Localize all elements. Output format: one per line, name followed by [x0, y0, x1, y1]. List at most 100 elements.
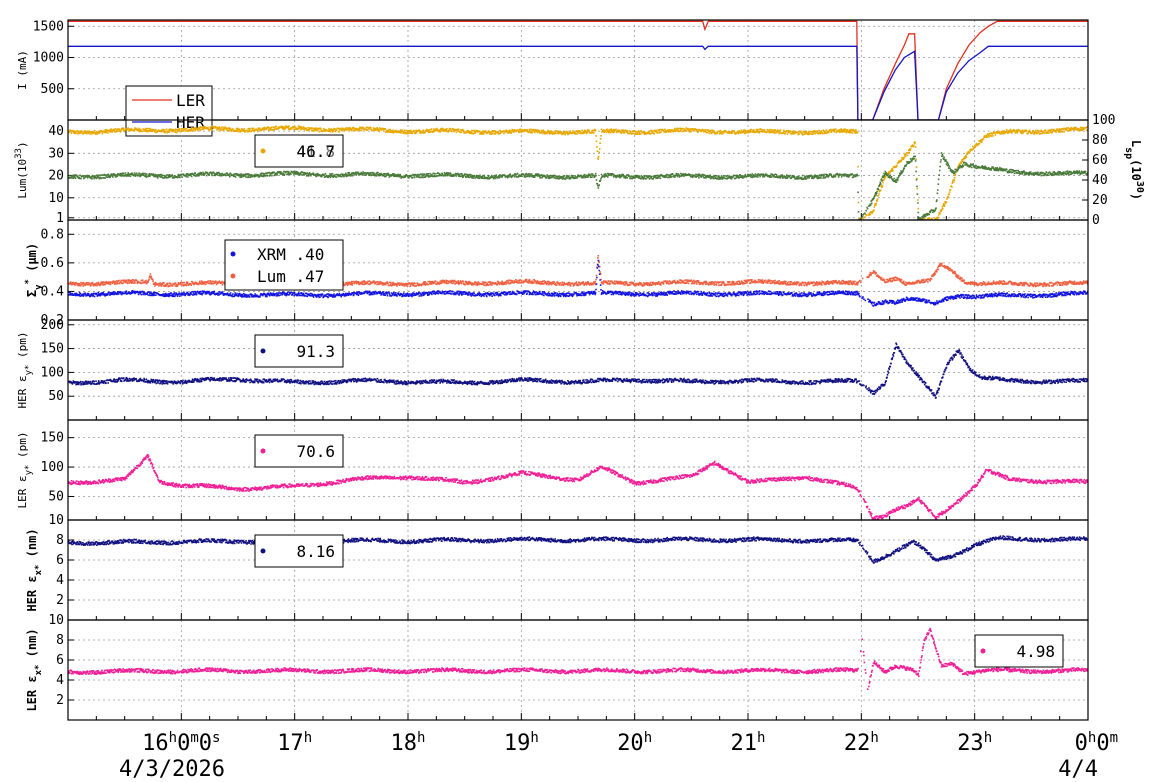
x-tick-hour: 23 [957, 731, 984, 756]
x-tick-hour: 20 [617, 731, 644, 756]
series-group [68, 342, 1088, 399]
y-tick-label: 0.4 [41, 284, 65, 299]
x-tick-min: 0 [177, 731, 190, 756]
right-label-sup: 30 [1135, 181, 1146, 193]
y-tick-label: 0.8 [41, 227, 64, 242]
series-points-XRM [68, 259, 1088, 307]
y-axis-label: Σy* (μm) [24, 243, 44, 297]
y-tick-label: 0.6 [41, 256, 64, 271]
legend-box [254, 534, 344, 568]
panel-her_ey: 50 100 150 200 HER εy* (pm) 91.3 [16, 318, 1089, 421]
y-label-main: Lum(10 [16, 159, 29, 199]
x-tick-sec-sup: s [212, 730, 220, 746]
y-tick-label: 150 [41, 342, 64, 357]
x-tick-hour: 16 [142, 731, 169, 756]
series-group [68, 535, 1088, 564]
x-tick-label-19: 19h [504, 730, 539, 756]
series-points-HER-ey [68, 342, 1088, 399]
series-points-LER-ey [68, 454, 1088, 520]
x-tick-hour-sup: h [1088, 730, 1096, 746]
legend-marker [980, 648, 986, 654]
x-tick-min-sup: m [1110, 730, 1118, 746]
y-tick-label: 8 [56, 633, 64, 648]
y-tick-label: 50 [48, 389, 64, 404]
y-label-tail: (pm) [16, 331, 29, 364]
x-tick-hour-sup: h [417, 730, 425, 746]
y-tick-label: 2 [56, 593, 64, 608]
panel-her_ex: 2 4 6 8 HER εx* (nm) 8.16 [25, 519, 1089, 621]
y-axis-label: I (mA) [16, 50, 29, 90]
panel-ler_ey: 10 50 100 150 LER εy* (pm) 70.6 [16, 419, 1089, 528]
date-left: 4/3/2026 [119, 757, 225, 782]
legend-value: 70.6 [296, 442, 335, 461]
panel-frame [67, 519, 1089, 621]
x-tick-label-23: 23h [957, 730, 992, 756]
y-axis-label: HER εx* (nm) [25, 528, 44, 611]
right-tick-label: 40 [1092, 173, 1108, 188]
y-tick-label: 500 [41, 82, 64, 97]
y-tick-label: 1500 [33, 19, 64, 34]
legend-label-Lum: Lum .47 [257, 267, 324, 286]
y-label-main: Σ [25, 290, 39, 297]
x-tick-hour: 18 [391, 731, 418, 756]
x-tick-hour: 0 [1075, 731, 1088, 756]
y-tick-label: 10 [48, 613, 64, 628]
series-group [68, 627, 1088, 690]
panel-frame [67, 419, 1089, 521]
legend-value: 8.16 [296, 542, 335, 561]
y-tick-label: 0.2 [41, 313, 64, 328]
series-points-Lum [68, 125, 1088, 220]
x-tick-label-18: 18h [391, 730, 426, 756]
series-group [68, 454, 1088, 520]
y-tick-label: 50 [48, 489, 64, 504]
y-axis-label: LER εx* (nm) [25, 628, 44, 711]
y-tick-label: 6 [56, 553, 64, 568]
x-tick-hour: 19 [504, 731, 531, 756]
y-tick-label: 1000 [33, 51, 64, 66]
series-group [68, 125, 1088, 220]
y-tick-label: 2 [56, 693, 64, 708]
x-tick-hour-sup: h [530, 730, 538, 746]
x-tick-hour-sup: h [644, 730, 652, 746]
y-tick-label: 4 [56, 573, 64, 588]
x-tick-hour-sup: h [757, 730, 765, 746]
y-label-tail: (nm) [25, 528, 39, 564]
x-axis: 16h0m0s 17h 18h 19h 20h 21h 22h 23h 0h0m4/3/2026… [119, 730, 1118, 782]
y-tick-label: 30 [48, 146, 64, 161]
x-tick-hour: 21 [731, 731, 758, 756]
x-tick-hour-sup: h [870, 730, 878, 746]
legend-box [224, 239, 344, 291]
x-tick-label-20: 20h [617, 730, 652, 756]
y-tick-label: 6 [56, 653, 64, 668]
y-label-main: I (mA) [16, 50, 29, 90]
y-label-sub: y* [24, 365, 34, 376]
legend-label-HER: HER [176, 113, 205, 132]
legend-label-LER: LER [176, 91, 205, 110]
y-label-sub: y [34, 284, 44, 290]
right-tick-label: 20 [1092, 193, 1108, 208]
right-label-tail: ) [1129, 193, 1143, 200]
legend-marker-XRM [230, 251, 236, 257]
legend-marker [260, 148, 266, 154]
y-label-sub: x* [34, 665, 44, 676]
legend-marker [260, 348, 266, 354]
y-label-sup: 33 [14, 148, 24, 159]
y-label-tail: (μm) [25, 243, 39, 279]
x-tick-hour: 22 [844, 731, 871, 756]
panel-frame [67, 619, 1089, 721]
right-tick-label: 60 [1092, 153, 1108, 168]
y-tick-label: 40 [48, 124, 64, 139]
panel-ler_ex: 2 4 6 8 10 LER εx* (nm) 4.98 [25, 613, 1089, 721]
legend-value: 4.98 [1016, 642, 1055, 661]
series-points-Lum [68, 255, 1088, 288]
series-points-HER-ex [68, 535, 1088, 564]
panel-frame [67, 19, 1089, 121]
series-line-LER [68, 20, 1088, 120]
y-tick-label: 10 [48, 191, 64, 206]
legend-overlay-value: 41.8 [296, 142, 335, 161]
y-axis-label: Lum(1033) [14, 141, 29, 198]
x-tick-hour: 17 [277, 731, 304, 756]
legend-marker-Lum [230, 273, 236, 279]
